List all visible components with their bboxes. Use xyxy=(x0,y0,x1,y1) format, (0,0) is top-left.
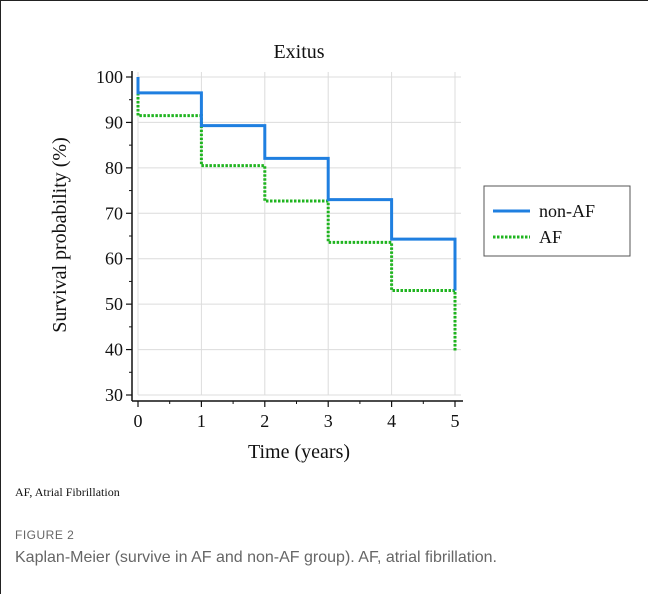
grid xyxy=(137,72,461,396)
legend: non-AF AF xyxy=(483,185,631,257)
series-lines xyxy=(136,77,457,352)
x-tick-label-5: 5 xyxy=(451,411,460,431)
figure-note: AF, Atrial Fibrillation xyxy=(15,485,120,499)
y-axis-label: Survival probability (%) xyxy=(49,137,71,333)
series-line-af xyxy=(136,77,457,352)
kaplan-meier-chart: Exitus 30 40 50 60 70 80 90 100 0 1 2 3 4 5 Time (yea… xyxy=(49,41,631,463)
x-axis-label: Time (years) xyxy=(248,441,350,463)
y-tick-label-70: 70 xyxy=(105,203,123,223)
series-line-non-af xyxy=(136,77,457,291)
x-tick-label-2: 2 xyxy=(260,411,269,431)
x-tick-label-1: 1 xyxy=(197,411,206,431)
y-tick-label-40: 40 xyxy=(105,340,123,360)
legend-label-af: AF xyxy=(539,227,562,247)
x-tick-label-3: 3 xyxy=(324,411,333,431)
legend-label-non-af: non-AF xyxy=(539,201,595,221)
x-tick-label-4: 4 xyxy=(387,411,396,431)
y-tick-label-90: 90 xyxy=(105,112,123,132)
y-tick-label-50: 50 xyxy=(105,294,123,314)
y-tick-label-100: 100 xyxy=(96,67,123,87)
figure-caption: Kaplan-Meier (survive in AF and non-AF g… xyxy=(15,549,497,566)
x-tick-label-0: 0 xyxy=(134,411,143,431)
y-tick-label-80: 80 xyxy=(105,158,123,178)
axes: 30 40 50 60 70 80 90 100 0 1 2 3 4 5 xyxy=(96,67,463,431)
figure-label: FIGURE 2 xyxy=(15,528,75,542)
y-tick-label-60: 60 xyxy=(105,249,123,269)
legend-box xyxy=(483,185,631,257)
y-tick-label-30: 30 xyxy=(105,385,123,405)
chart-title: Exitus xyxy=(273,41,324,63)
